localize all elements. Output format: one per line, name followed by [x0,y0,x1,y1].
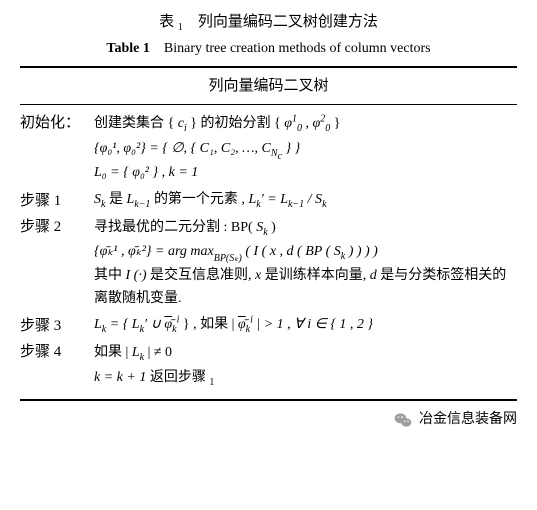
t: L [94,317,102,332]
caption-text-zh: 列向量编码二叉树创建方法 [198,14,378,30]
t: k−1 [134,198,150,209]
step-4-label: 步骤 4 [20,340,94,364]
t: k [322,198,326,209]
wechat-icon [393,410,413,430]
t: k [101,198,105,209]
step-4-body: 如果 | Lk | ≠ 0 k = k + 1 返回步骤 1 [94,340,517,391]
caption-prefix: 表 [159,14,174,30]
step-3-body: Lk = { Lk′ ∪ φ̄ki } , 如果 | φ̄ki | > 1 , … [94,314,517,336]
t: φ [284,116,292,131]
t: k−1 [288,198,304,209]
table-caption-en: Table 1 Binary tree creation methods of … [20,38,517,60]
step-1-body: Sk 是 Lk−1 的第一个元素 , Lk′ = Lk−1 / Sk [94,189,517,211]
t: } 的初始分割 { [190,116,280,131]
t: ( I ( x , d ( BP ( S [245,244,340,259]
rule-top [20,66,517,68]
section-title: 列向量编码二叉树 [20,70,517,102]
step-2-line-2: {φ̄ₖ¹ , φ̄ₖ²} = arg maxBP(Sₖ) ( I ( x , … [94,241,517,263]
step-init-label: 初始化： [20,111,94,135]
t: 0 [297,123,302,134]
t: {φ₀¹, φ₀²} = { ∅, { C₁, C₂, …, C [94,141,271,156]
t: L [132,345,140,360]
footer-text: 冶金信息装备网 [419,409,517,431]
t: BP(Sₖ) [214,253,242,264]
t: i [177,314,180,325]
t: 1 [209,376,214,387]
t: 是 [109,192,127,207]
rule-mid [20,104,517,105]
t: x [255,268,261,283]
t: 0 [325,123,330,134]
caption-en-text: Binary tree creation methods of column v… [164,41,431,56]
t: = L [267,192,288,207]
step-init: 初始化： 创建类集合 { ci } 的初始分割 { φ10 , φ20 } {φ… [20,111,517,186]
footer: 冶金信息装备网 [20,409,517,431]
init-line-1: 创建类集合 { ci } 的初始分割 { φ10 , φ20 } [94,113,517,135]
t: 的第一个元素 , [154,192,249,207]
t: k [140,352,144,363]
algorithm-body: 初始化： 创建类集合 { ci } 的初始分割 { φ10 , φ20 } {φ… [20,107,517,397]
caption-number: 1 [178,22,183,33]
t: } , 如果 | [183,317,235,332]
init-line-2: {φ₀¹, φ₀²} = { ∅, { C₁, C₂, …, CNc } } [94,138,517,160]
t: } } [282,141,300,156]
t: k = k + 1 [94,370,146,385]
t: I (·) [126,268,147,283]
t: } [334,116,341,131]
t: 其中 [94,268,126,283]
t: 如果 | [94,345,132,360]
caption-en-prefix: Table 1 [106,41,149,56]
t: N [271,148,278,159]
t: 是训练样本向量, [265,268,370,283]
t: / S [304,192,322,207]
step-4-line-1: 如果 | Lk | ≠ 0 [94,342,517,364]
step-4-line-2: k = k + 1 返回步骤 1 [94,367,517,389]
table-caption-zh: 表 1 列向量编码二叉树创建方法 [20,10,517,34]
t: ) [271,220,276,235]
t: S [94,192,101,207]
step-1: 步骤 1 Sk 是 Lk−1 的第一个元素 , Lk′ = Lk−1 / Sk [20,189,517,213]
step-3: 步骤 3 Lk = { Lk′ ∪ φ̄ki } , 如果 | φ̄ki | >… [20,314,517,338]
t: 返回步骤 [150,370,210,385]
t: 是交互信息准则, [150,268,255,283]
t: 寻找最优的二元分割 : BP( [94,220,253,235]
t: | > 1 , ∀ i ∈ { 1 , 2 } [256,317,373,332]
t: k [263,226,267,237]
t: d [370,268,377,283]
t: i [184,123,187,134]
t: ) ) ) ) [345,244,378,259]
step-3-label: 步骤 3 [20,314,94,338]
rule-bottom [20,399,517,401]
step-2-label: 步骤 2 [20,215,94,239]
step-2: 步骤 2 寻找最优的二元分割 : BP( Sk ) {φ̄ₖ¹ , φ̄ₖ²} … [20,215,517,313]
t: ∪ [151,317,165,332]
step-1-label: 步骤 1 [20,189,94,213]
t: | ≠ 0 [148,345,173,360]
t: φ̄ [164,317,172,332]
t: ′ [261,192,264,207]
t: i [250,314,253,325]
t: 创建类集合 { [94,116,174,131]
step-4: 步骤 4 如果 | Lk | ≠ 0 k = k + 1 返回步骤 1 [20,340,517,391]
step-2-body: 寻找最优的二元分割 : BP( Sk ) {φ̄ₖ¹ , φ̄ₖ²} = arg… [94,215,517,313]
step-init-body: 创建类集合 { ci } 的初始分割 { φ10 , φ20 } {φ₀¹, φ… [94,111,517,186]
t: , [305,116,309,131]
init-line-3: L₀ = { φ₀² } , k = 1 [94,162,517,184]
t: k [246,324,250,335]
t: L₀ = { φ₀² } , k = 1 [94,165,198,180]
t: k [172,324,176,335]
t: φ̄ [238,317,246,332]
t: k [102,324,106,335]
step-2-line-1: 寻找最优的二元分割 : BP( Sk ) [94,217,517,239]
t: {φ̄ₖ¹ , φ̄ₖ²} = arg max [94,244,214,259]
t: = { L [110,317,140,332]
section-title-text: 列向量编码二叉树 [208,78,328,94]
step-2-line-3: 其中 I (·) 是交互信息准则, x 是训练样本向量, d 是与分类标签相关的… [94,265,517,310]
t: ′ [144,317,147,332]
